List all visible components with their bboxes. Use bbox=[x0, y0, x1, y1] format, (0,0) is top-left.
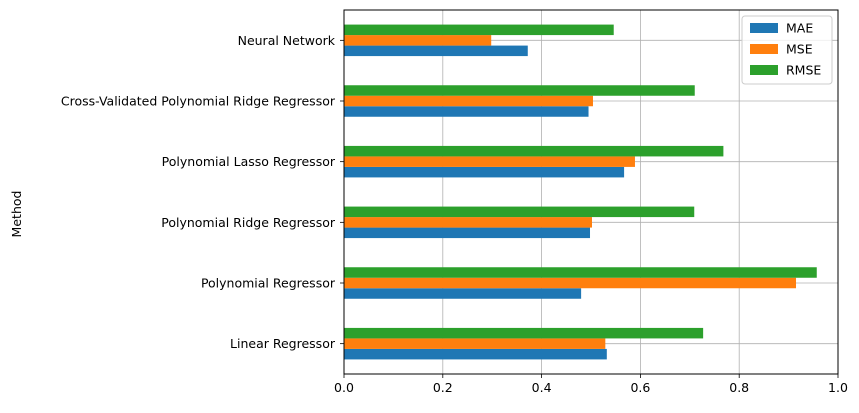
y-tick-label-5: Neural Network bbox=[238, 33, 336, 48]
bar-rmse-3 bbox=[344, 145, 724, 157]
legend-label-mae: MAE bbox=[786, 21, 813, 36]
bar-mae-1 bbox=[344, 288, 582, 299]
bar-rmse-4 bbox=[344, 85, 695, 96]
x-tick-label-2: 0.4 bbox=[532, 380, 552, 395]
bar-mae-3 bbox=[344, 166, 625, 178]
legend-swatch-mae bbox=[750, 23, 778, 33]
bar-mse-1 bbox=[344, 277, 797, 289]
x-tick-label-1: 0.2 bbox=[433, 380, 453, 395]
legend-swatch-mse bbox=[750, 44, 778, 54]
bars bbox=[344, 24, 817, 360]
x-tick-label-5: 1.0 bbox=[828, 380, 848, 395]
legend-label-mse: MSE bbox=[786, 42, 813, 57]
bar-mse-3 bbox=[344, 156, 635, 167]
plot-border bbox=[343, 9, 839, 375]
bar-rmse-2 bbox=[344, 206, 695, 218]
y-tick-label-3: Polynomial Lasso Regressor bbox=[162, 154, 336, 169]
bar-mse-5 bbox=[344, 35, 492, 46]
y-tick-label-0: Linear Regressor bbox=[230, 336, 336, 351]
x-tick-labels: 0.0 0.2 0.4 0.6 0.8 1.0 bbox=[334, 374, 848, 395]
x-tick-label-4: 0.8 bbox=[729, 380, 749, 395]
bar-mae-4 bbox=[344, 106, 589, 117]
x-tick-label-0: 0.0 bbox=[334, 380, 354, 395]
legend-swatch-rmse bbox=[750, 65, 778, 75]
bar-rmse-1 bbox=[344, 267, 817, 278]
legend: MAE MSE RMSE bbox=[741, 15, 833, 85]
bar-mae-5 bbox=[344, 45, 528, 57]
bar-mae-0 bbox=[344, 348, 607, 360]
y-tick-label-2: Polynomial Ridge Regressor bbox=[161, 215, 336, 230]
y-tick-labels: Linear Regressor Polynomial Regressor Poly… bbox=[61, 33, 344, 351]
y-tick-label-1: Polynomial Regressor bbox=[201, 276, 336, 291]
x-tick-label-3: 0.6 bbox=[630, 380, 650, 395]
plot-frame bbox=[343, 9, 839, 375]
bar-mae-2 bbox=[344, 227, 591, 239]
bar-mse-0 bbox=[344, 338, 606, 349]
bar-mse-4 bbox=[344, 95, 593, 107]
bar-rmse-0 bbox=[344, 327, 704, 339]
bar-mse-2 bbox=[344, 217, 592, 228]
y-tick-label-4: Cross-Validated Polynomial Ridge Regress… bbox=[61, 94, 336, 109]
legend-label-rmse: RMSE bbox=[786, 63, 821, 78]
bar-rmse-5 bbox=[344, 24, 614, 36]
y-axis-label: Method bbox=[9, 191, 24, 238]
